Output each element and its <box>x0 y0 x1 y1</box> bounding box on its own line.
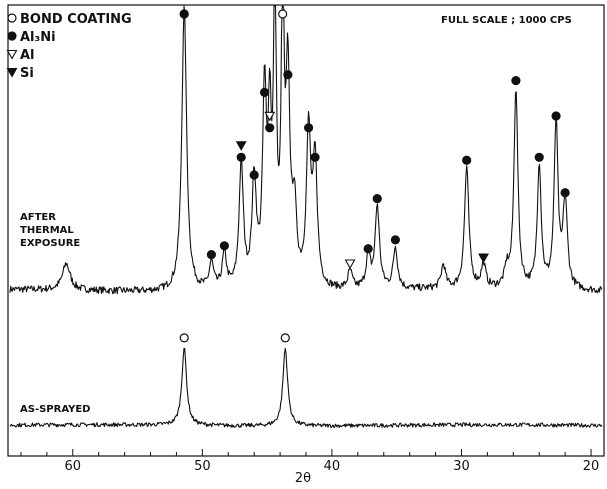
peak-marker-open-circle-1-1 <box>280 333 290 343</box>
x-tick-label-50: 50 <box>194 459 211 474</box>
series-layer <box>9 5 603 429</box>
x-tick-label-30: 30 <box>453 459 470 474</box>
series-label-as-sprayed: AS-SPRAYED <box>20 404 90 415</box>
marker-layer <box>179 9 570 343</box>
series-label-after-line2: THERMAL <box>20 225 74 236</box>
peak-marker-filled-triangle-down-0-23 <box>478 253 489 264</box>
legend-label-al3ni: Al₃Ni <box>20 30 56 45</box>
peak-marker-filled-circle-0-14 <box>390 235 400 245</box>
series-line-after-thermal-exposure <box>9 5 603 295</box>
peak-marker-filled-circle-0-13 <box>372 194 382 204</box>
peak-marker-filled-circle-0-17 <box>534 152 544 162</box>
peak-marker-filled-circle-0-4 <box>219 241 229 251</box>
peak-marker-filled-circle-0-3 <box>206 250 217 260</box>
peak-marker-filled-circle-0-16 <box>511 75 521 86</box>
peak-marker-open-triangle-down-0-20 <box>264 111 276 122</box>
x-tick-label-40: 40 <box>324 459 341 474</box>
peak-marker-open-circle-1-0 <box>179 333 189 343</box>
peak-marker-open-circle-0-1 <box>278 9 288 19</box>
peak-marker-filled-circle-0-10 <box>303 123 314 133</box>
series-label-after-line3: EXPOSURE <box>20 238 80 249</box>
legend-symbol-open-triangle-down <box>6 49 18 60</box>
peak-marker-filled-circle-0-19 <box>560 188 570 198</box>
peak-marker-filled-circle-0-11 <box>310 152 320 162</box>
x-tick-label-60: 60 <box>65 459 82 474</box>
peak-marker-filled-triangle-down-0-22 <box>235 141 247 151</box>
peak-marker-filled-circle-0-12 <box>363 244 373 254</box>
legend-label-si: Si <box>20 66 34 81</box>
peak-marker-filled-circle-0-7 <box>259 87 270 98</box>
peak-marker-filled-circle-0-9 <box>283 70 293 80</box>
peak-marker-filled-circle-0-15 <box>462 155 472 165</box>
peak-marker-open-triangle-down-0-21 <box>344 259 356 270</box>
full-scale-note: FULL SCALE ; 1000 CPS <box>441 15 572 26</box>
legend-symbol-filled-triangle-down <box>6 67 18 78</box>
peak-marker-filled-circle-0-5 <box>236 152 246 162</box>
series-line-as-sprayed <box>9 347 603 429</box>
x-axis: 60 50 40 30 20 <box>20 449 600 474</box>
legend-symbol-open-circle <box>7 13 17 23</box>
legend-label-bond-coating: BOND COATING <box>20 12 132 27</box>
peak-marker-filled-circle-0-18 <box>551 111 561 121</box>
series-label-after-line1: AFTER <box>20 212 56 223</box>
x-tick-label-20: 20 <box>583 459 600 474</box>
x-axis-label: 2θ <box>295 471 311 486</box>
legend-label-al: Al <box>20 48 35 63</box>
peak-marker-filled-circle-0-2 <box>179 9 189 19</box>
legend: BOND COATING Al₃Ni Al Si <box>6 12 132 81</box>
peak-marker-filled-circle-0-8 <box>265 123 275 133</box>
peak-marker-filled-circle-0-6 <box>249 170 259 180</box>
legend-symbol-filled-circle <box>7 31 17 41</box>
